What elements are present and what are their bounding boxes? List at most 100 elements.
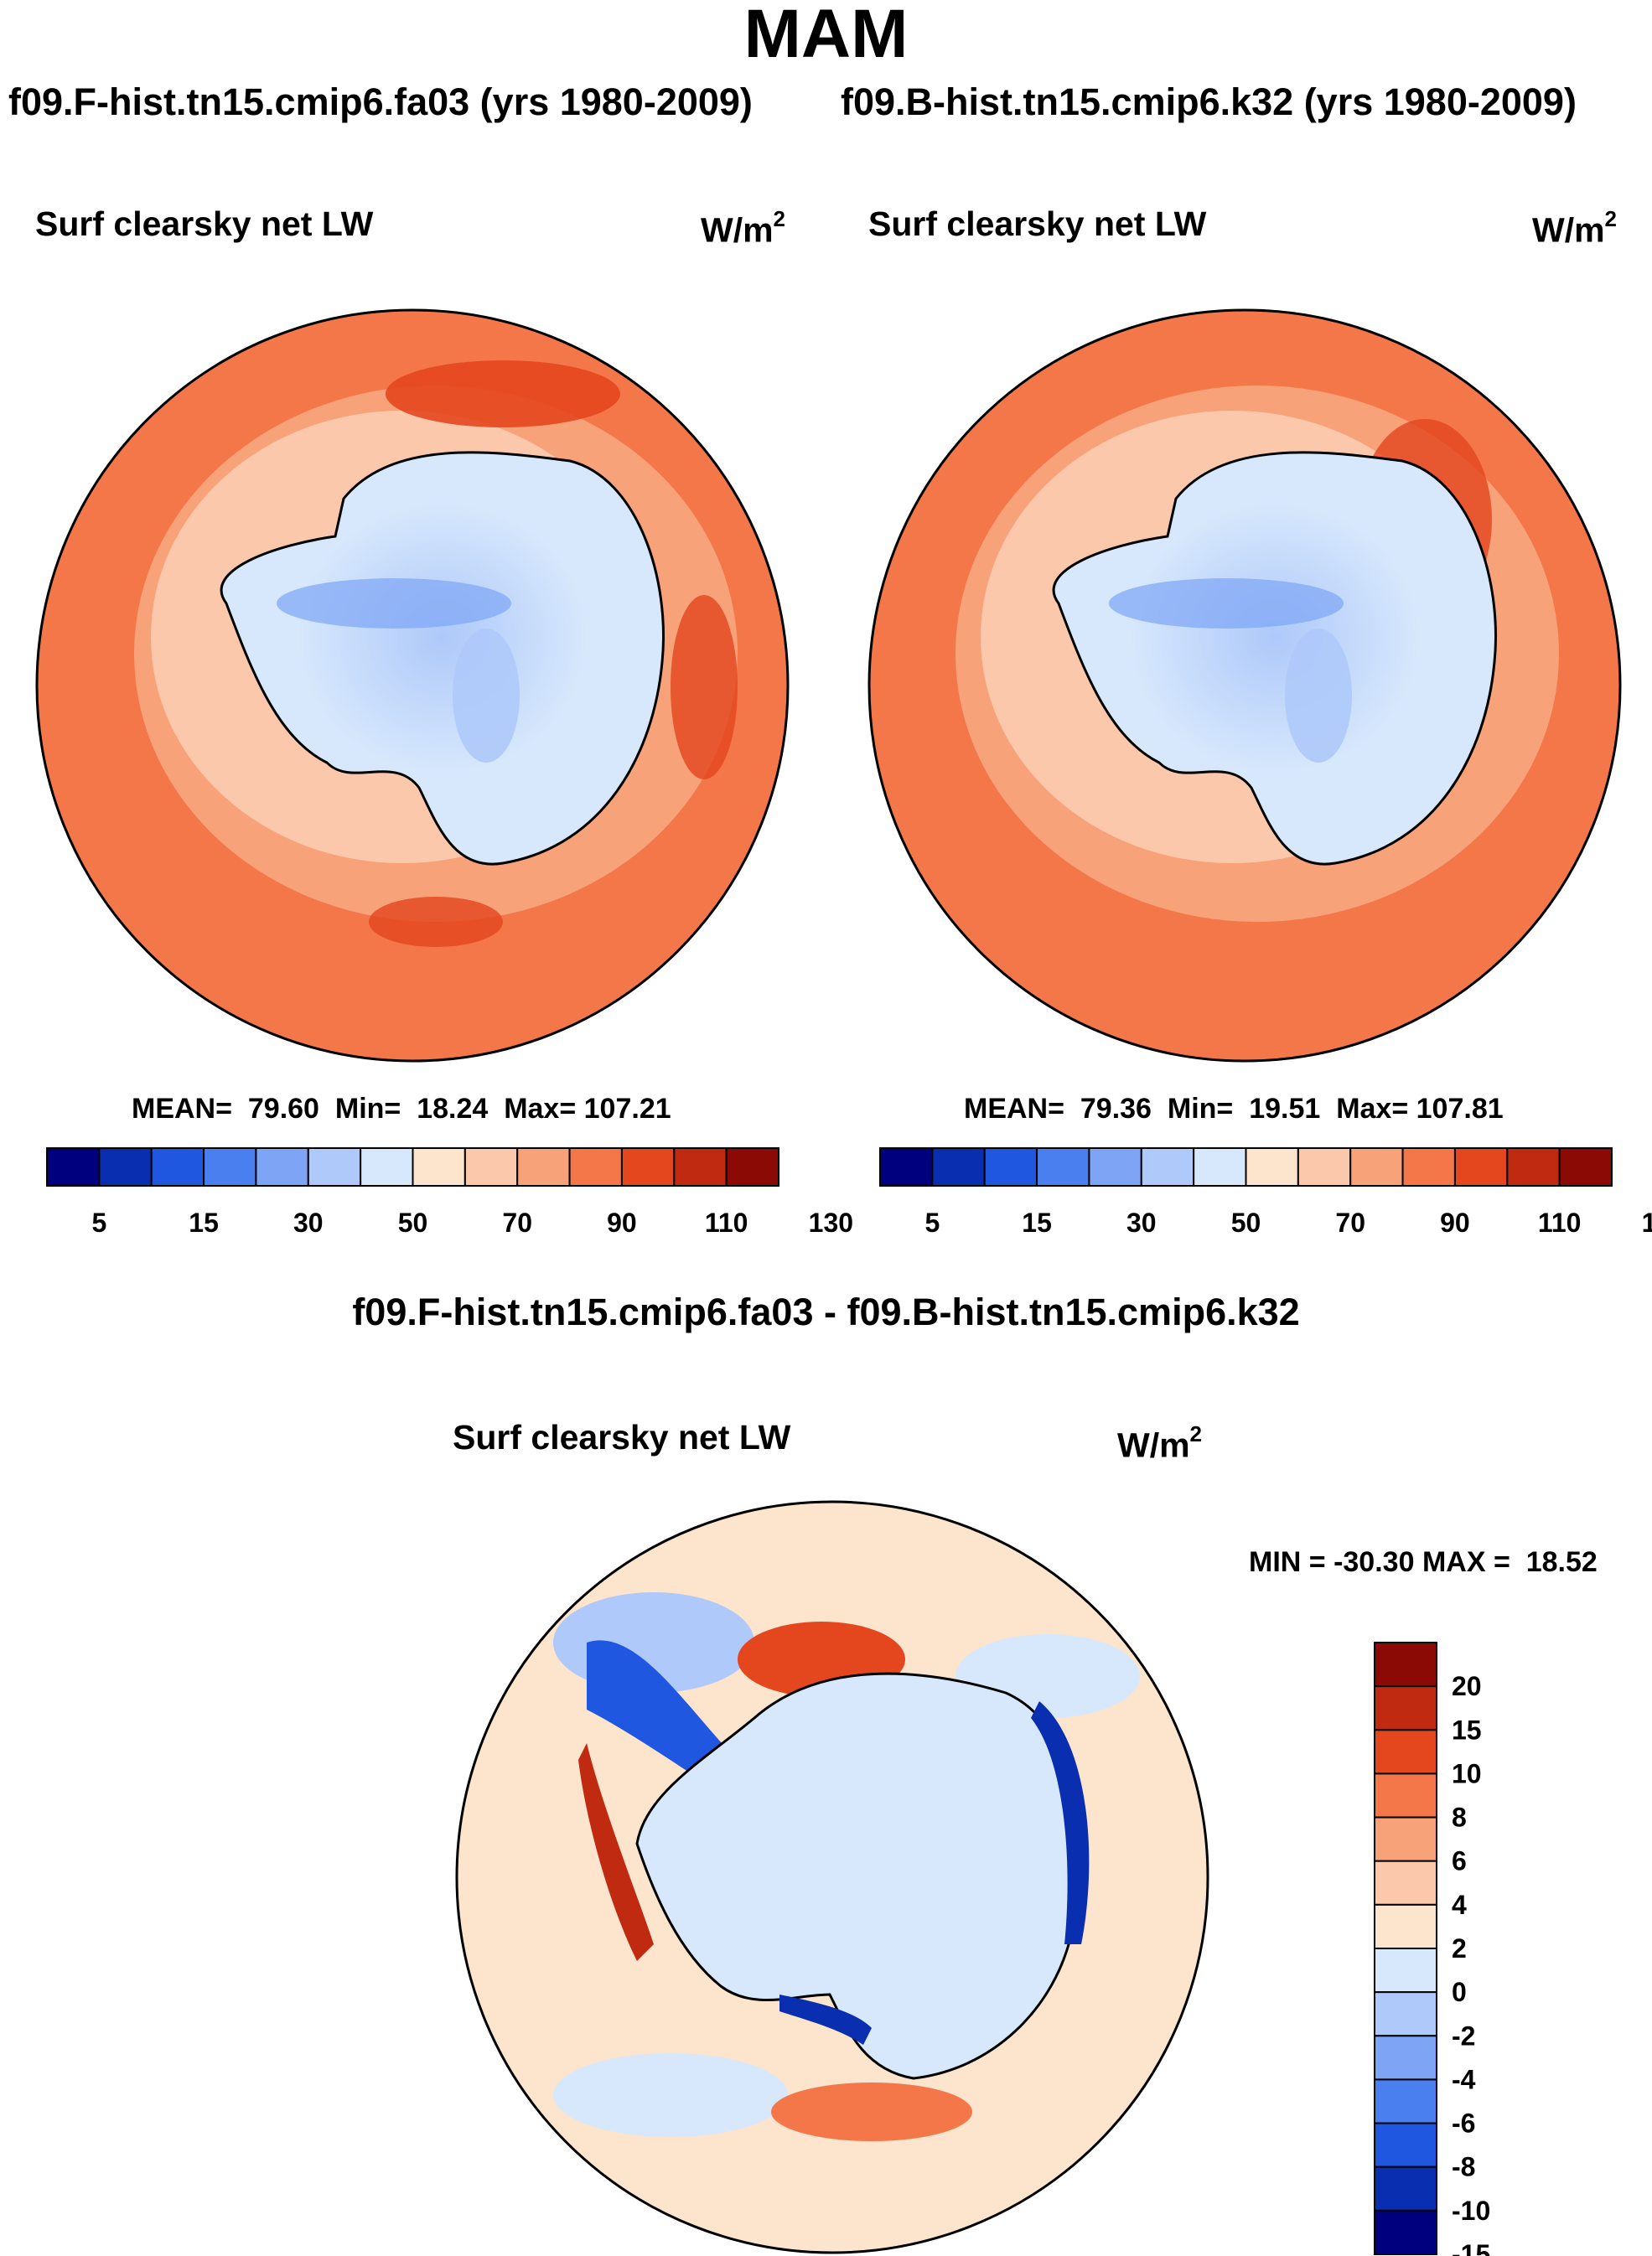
difference-colorbar-box xyxy=(1374,1816,1437,1862)
case-b-colorbar-tick-label: 50 xyxy=(1231,1208,1261,1238)
case-a-colorbar-box xyxy=(568,1147,623,1187)
difference-colorbar-box xyxy=(1374,1860,1437,1906)
difference-colorbar-box xyxy=(1374,1729,1437,1775)
case-b-cold-core xyxy=(1109,578,1344,629)
difference-colorbar-tick-label: 8 xyxy=(1452,1803,1467,1833)
difference-minmax: MIN = -30.30 MAX = 18.52 xyxy=(1249,1546,1598,1578)
case-b-plot-title: Surf clearsky net LW xyxy=(868,204,1207,243)
case-a-colorbar-tick-label: 30 xyxy=(293,1208,324,1238)
case-b-colorbar-box xyxy=(1349,1147,1404,1187)
case-a-colorbar-box xyxy=(307,1147,362,1187)
difference-colorbar-box xyxy=(1374,1991,1437,2037)
case-b-stats: MEAN= 79.36 Min= 19.51 Max= 107.81 xyxy=(964,1093,1504,1125)
case-a-colorbar-box xyxy=(98,1147,153,1187)
case-a-colorbar-box xyxy=(203,1147,257,1187)
case-a-colorbar-tick-label: 50 xyxy=(398,1208,428,1238)
case-b-colorbar-box xyxy=(1297,1147,1352,1187)
difference-colorbar-tick-label: 2 xyxy=(1452,1933,1467,1964)
case-a-antarctica xyxy=(220,451,665,866)
difference-colorbar-tick-label: 20 xyxy=(1452,1671,1482,1701)
case-a-hot-streak-north xyxy=(386,360,620,427)
case-b-cold-interior xyxy=(1285,629,1352,763)
difference-colorbar-tick-label: 6 xyxy=(1452,1846,1467,1876)
case-b-colorbar-tick-label: 15 xyxy=(1022,1208,1052,1238)
case-a-colorbar-tick-label: 90 xyxy=(607,1208,637,1238)
case-a-colorbar-tick-label: 5 xyxy=(91,1208,106,1238)
difference-units: W/m2 xyxy=(1117,1421,1203,1465)
case-a-cold-core xyxy=(277,578,511,629)
difference-colorbar-box xyxy=(1374,2165,1437,2212)
case-a-stats: MEAN= 79.60 Min= 18.24 Max= 107.21 xyxy=(132,1093,671,1125)
difference-colorbar-box xyxy=(1374,2209,1437,2256)
case-b-colorbar-box xyxy=(1140,1147,1195,1187)
case-a-colorbar-tick-label: 110 xyxy=(705,1208,748,1238)
case-a-colorbar-box xyxy=(360,1147,414,1187)
case-a-colorbar-tick-label: 70 xyxy=(502,1208,532,1238)
case-a-colorbar-box xyxy=(150,1147,205,1187)
case-a-colorbar-box xyxy=(673,1147,728,1187)
difference-colorbar-tick-label: 0 xyxy=(1452,1977,1467,2007)
difference-colorbar-box xyxy=(1374,2122,1437,2168)
difference-colorbar-tick-label: -6 xyxy=(1452,2109,1475,2139)
difference-colorbar-tick-label: -8 xyxy=(1452,2152,1475,2182)
case-b-colorbar-tick-label: 30 xyxy=(1126,1208,1157,1238)
difference-colorbar-tick-label: -4 xyxy=(1452,2064,1476,2094)
case-a-hot-streak-south xyxy=(369,897,503,947)
case-b-colorbar-tick-label: 130 xyxy=(1642,1208,1652,1238)
case-a-colorbar-tick-label: 15 xyxy=(189,1208,219,1238)
case-a-header: f09.F-hist.tn15.cmip6.fa03 (yrs 1980-200… xyxy=(8,80,753,123)
difference-colorbar-box xyxy=(1374,1903,1437,1950)
difference-colorbar-tick-label: 15 xyxy=(1452,1715,1482,1745)
case-a-colorbar-box xyxy=(725,1147,780,1187)
case-b-map-border xyxy=(867,308,1622,1063)
difference-colorbar-tick-label: -15 xyxy=(1452,2239,1490,2256)
difference-cold-coast-east xyxy=(1031,1701,1090,1944)
case-a-colorbar: 5 15 30 50 70 90 110 130 xyxy=(46,1147,853,1238)
difference-map-border xyxy=(455,1500,1209,2254)
case-b-colorbar-box xyxy=(879,1147,934,1187)
case-a-colorbar-box xyxy=(516,1147,571,1187)
difference-cold-coast-south xyxy=(779,1995,872,2045)
difference-colorbar-tick-label: 10 xyxy=(1452,1758,1482,1788)
case-b-colorbar-tick-label: 70 xyxy=(1335,1208,1365,1238)
case-b-colorbar-tick-label: 110 xyxy=(1538,1208,1582,1238)
case-b-colorbar: 5 15 30 50 70 90 110 130 xyxy=(879,1147,1652,1238)
difference-plot-title: Surf clearsky net LW xyxy=(453,1418,791,1457)
case-b-header: f09.B-hist.tn15.cmip6.k32 (yrs 1980-2009… xyxy=(841,80,1577,123)
case-b-colorbar-box xyxy=(983,1147,1038,1187)
case-b-colorbar-box xyxy=(1036,1147,1090,1187)
case-b-map xyxy=(869,310,1620,1061)
figure-season-title: MAM xyxy=(743,0,909,72)
difference-cool-patch-sw xyxy=(553,2053,788,2137)
difference-colorbar-box xyxy=(1374,2078,1437,2124)
case-b-colorbar-box xyxy=(1453,1147,1509,1187)
case-a-units: W/m2 xyxy=(701,206,786,250)
difference-colorbar-box xyxy=(1374,1642,1437,1688)
case-b-colorbar-box xyxy=(1506,1147,1561,1187)
difference-map xyxy=(457,1502,1208,2253)
case-a-colorbar-box xyxy=(46,1147,101,1187)
case-a-colorbar-box xyxy=(463,1147,519,1187)
case-b-colorbar-box xyxy=(1088,1147,1142,1187)
difference-colorbar-box xyxy=(1374,2035,1437,2081)
difference-header: f09.F-hist.tn15.cmip6.fa03 - f09.B-hist.… xyxy=(352,1291,1300,1333)
case-a-colorbar-box xyxy=(620,1147,676,1187)
case-b-colorbar-box xyxy=(1193,1147,1247,1187)
case-a-colorbar-box xyxy=(255,1147,309,1187)
case-b-antarctica xyxy=(1052,451,1497,866)
case-b-colorbar-box xyxy=(1558,1147,1613,1187)
case-a-plot-title: Surf clearsky net LW xyxy=(35,204,374,243)
case-a-map xyxy=(37,310,788,1061)
difference-antarctica xyxy=(635,1672,1082,2080)
case-b-colorbar-box xyxy=(1401,1147,1456,1187)
case-a-map-border xyxy=(35,308,790,1063)
difference-cold-streak-west xyxy=(587,1640,738,1793)
case-a-cold-interior xyxy=(453,629,520,763)
difference-warm-streak-south xyxy=(771,2083,972,2141)
case-a-hot-streak-east xyxy=(671,595,738,779)
case-a-colorbar-tick-label: 130 xyxy=(809,1208,853,1238)
difference-colorbar-box xyxy=(1374,1772,1437,1819)
difference-warm-streak-west xyxy=(578,1743,654,1961)
